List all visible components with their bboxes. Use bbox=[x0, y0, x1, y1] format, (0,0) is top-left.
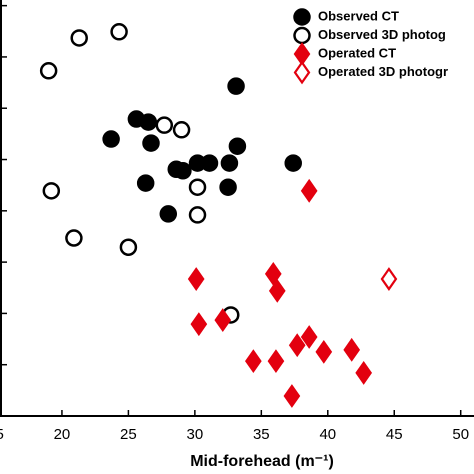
point bbox=[142, 134, 160, 152]
legend-marker bbox=[293, 60, 311, 85]
legend-marker bbox=[293, 26, 311, 45]
x-tick-label: 40 bbox=[319, 426, 336, 443]
point bbox=[172, 121, 191, 139]
point bbox=[219, 178, 237, 196]
point bbox=[355, 360, 373, 385]
point bbox=[228, 137, 247, 155]
point bbox=[188, 178, 207, 196]
point bbox=[159, 205, 178, 223]
point bbox=[288, 333, 306, 358]
point bbox=[300, 178, 318, 203]
x-tick-label: 15 bbox=[0, 426, 4, 443]
x-tick-label: 20 bbox=[54, 426, 71, 443]
point bbox=[220, 154, 239, 172]
point bbox=[343, 337, 361, 362]
point bbox=[200, 154, 219, 172]
x-tick-label: 45 bbox=[386, 426, 403, 443]
legend-label: Observed 3D photog bbox=[318, 27, 446, 42]
point bbox=[214, 308, 232, 332]
point bbox=[102, 130, 120, 148]
point bbox=[268, 278, 286, 303]
x-tick-label: 25 bbox=[120, 426, 137, 443]
point bbox=[119, 238, 138, 256]
point bbox=[110, 23, 128, 41]
point bbox=[187, 267, 205, 291]
x-tick-label: 50 bbox=[452, 426, 469, 443]
legend-marker bbox=[293, 8, 311, 26]
point bbox=[65, 229, 83, 247]
point bbox=[70, 29, 88, 47]
legend-label: Observed CT bbox=[318, 8, 399, 23]
point bbox=[42, 182, 61, 200]
legend-label: Operated 3D photogr bbox=[318, 64, 448, 79]
x-tick-label: 30 bbox=[187, 426, 204, 443]
point bbox=[267, 349, 285, 374]
point bbox=[136, 174, 155, 192]
x-axis-title: Mid-forehead (m⁻¹) bbox=[190, 453, 334, 470]
point bbox=[245, 349, 262, 374]
point bbox=[380, 267, 398, 291]
point bbox=[155, 116, 174, 134]
point bbox=[283, 384, 301, 408]
point bbox=[284, 154, 302, 172]
x-tick-label: 35 bbox=[253, 426, 270, 443]
point bbox=[264, 261, 282, 286]
point bbox=[174, 162, 192, 180]
point bbox=[227, 77, 245, 95]
point bbox=[315, 339, 333, 364]
point bbox=[139, 113, 158, 131]
point bbox=[300, 325, 318, 349]
point bbox=[188, 206, 207, 224]
point bbox=[39, 62, 58, 80]
legend-label: Operated CT bbox=[318, 45, 396, 60]
point bbox=[190, 312, 208, 337]
